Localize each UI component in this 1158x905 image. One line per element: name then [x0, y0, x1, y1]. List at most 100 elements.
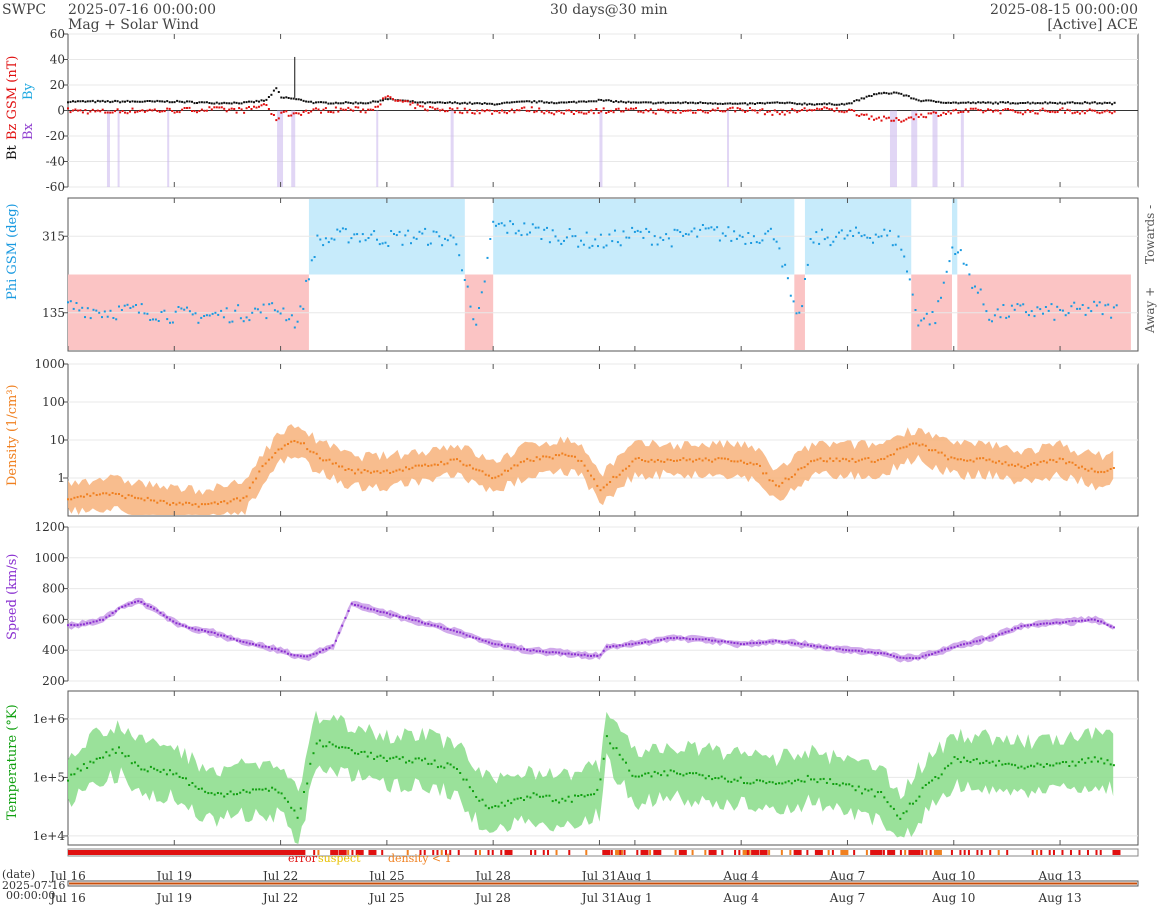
density-point — [1090, 467, 1093, 470]
phi-point — [135, 304, 137, 306]
temperature-point — [290, 806, 293, 809]
bz-point — [572, 113, 575, 115]
bt-point — [434, 101, 437, 104]
bt-point — [181, 100, 184, 103]
bt-point — [76, 100, 79, 103]
phi-point — [1010, 304, 1013, 307]
density-y-tick-label: 1 — [57, 471, 65, 485]
bz-point — [821, 108, 823, 110]
bt-point — [873, 93, 875, 96]
speed-point — [433, 624, 436, 627]
speed-point — [178, 623, 181, 626]
density-point — [797, 468, 800, 471]
phi-point — [591, 244, 594, 247]
bz-point — [1108, 111, 1111, 114]
temperature-point — [867, 789, 870, 792]
phi-point — [798, 311, 801, 314]
bt-point — [510, 101, 513, 104]
temperature-point — [851, 785, 854, 788]
bt-point — [104, 100, 107, 103]
bz-point — [255, 106, 258, 109]
bt-point — [426, 101, 429, 104]
bt-point — [706, 102, 709, 105]
phi-point — [387, 245, 390, 247]
phi-point — [891, 244, 894, 247]
bt-point — [409, 100, 412, 103]
phi-point — [982, 303, 985, 306]
bz-point — [967, 110, 970, 113]
bz-point — [1029, 110, 1032, 113]
phi-point — [574, 235, 577, 238]
bz-south-shade — [291, 110, 296, 187]
temperature-point — [711, 778, 714, 781]
density-point — [1014, 465, 1017, 467]
bz-point — [339, 107, 342, 110]
density-point — [790, 476, 793, 478]
phi-point — [730, 239, 733, 242]
bt-point — [166, 100, 169, 103]
bz-point — [285, 110, 288, 113]
bt-point — [897, 92, 900, 95]
phi-point — [67, 301, 69, 304]
phi-point — [186, 306, 188, 309]
bz-point — [94, 110, 97, 113]
bt-point — [347, 101, 350, 104]
bz-point — [801, 109, 804, 111]
phi-y-tick-label: 315 — [42, 229, 65, 243]
bt-point — [520, 100, 523, 103]
phi-point — [540, 238, 543, 240]
bz-point — [1056, 111, 1059, 113]
flag-mark — [870, 850, 879, 855]
bz-point — [158, 110, 161, 113]
bt-point — [1007, 101, 1009, 104]
phi-point — [531, 223, 534, 226]
density-point — [554, 454, 557, 456]
temperature-point — [200, 787, 203, 790]
bz-point — [741, 109, 744, 112]
density-point — [213, 501, 216, 504]
phi-point — [945, 270, 948, 273]
bz-point — [506, 112, 508, 115]
density-point — [510, 467, 513, 470]
speed-point — [586, 654, 589, 657]
speed-point — [443, 627, 446, 630]
x-tick-label: Jul 22 — [261, 869, 298, 883]
speed-point — [1049, 622, 1052, 625]
temperature-point — [902, 812, 905, 815]
density-point — [656, 459, 659, 461]
bz-point — [568, 109, 570, 112]
bt-point — [766, 101, 769, 104]
speed-point — [845, 649, 848, 652]
phi-point — [908, 278, 911, 281]
speed-point — [1065, 621, 1068, 624]
temperature-point — [405, 761, 407, 764]
bz-point — [592, 112, 595, 115]
bz-point — [84, 109, 87, 112]
bz-point — [1113, 110, 1116, 113]
temperature-point — [236, 793, 238, 796]
bz-point — [818, 108, 821, 111]
speed-point — [1081, 619, 1083, 622]
density-point — [200, 503, 203, 506]
speed-point — [436, 625, 439, 628]
bt-point — [1044, 101, 1047, 104]
density-point — [644, 460, 647, 463]
density-point — [197, 505, 200, 508]
bt-point — [389, 97, 392, 100]
phi-point — [441, 244, 444, 247]
bz-point — [979, 109, 982, 112]
density-point — [806, 463, 809, 466]
speed-point — [280, 650, 283, 653]
bz-point — [972, 107, 975, 110]
speed-point — [1093, 618, 1096, 621]
speed-point — [350, 602, 353, 605]
phi-point — [293, 326, 296, 329]
bz-point — [823, 106, 826, 109]
density-point — [1109, 468, 1112, 470]
flag-mark — [487, 850, 490, 855]
temperature-point — [1106, 759, 1109, 762]
temperature-point — [653, 770, 656, 773]
temperature-point — [181, 777, 184, 779]
bz-point — [917, 116, 920, 118]
